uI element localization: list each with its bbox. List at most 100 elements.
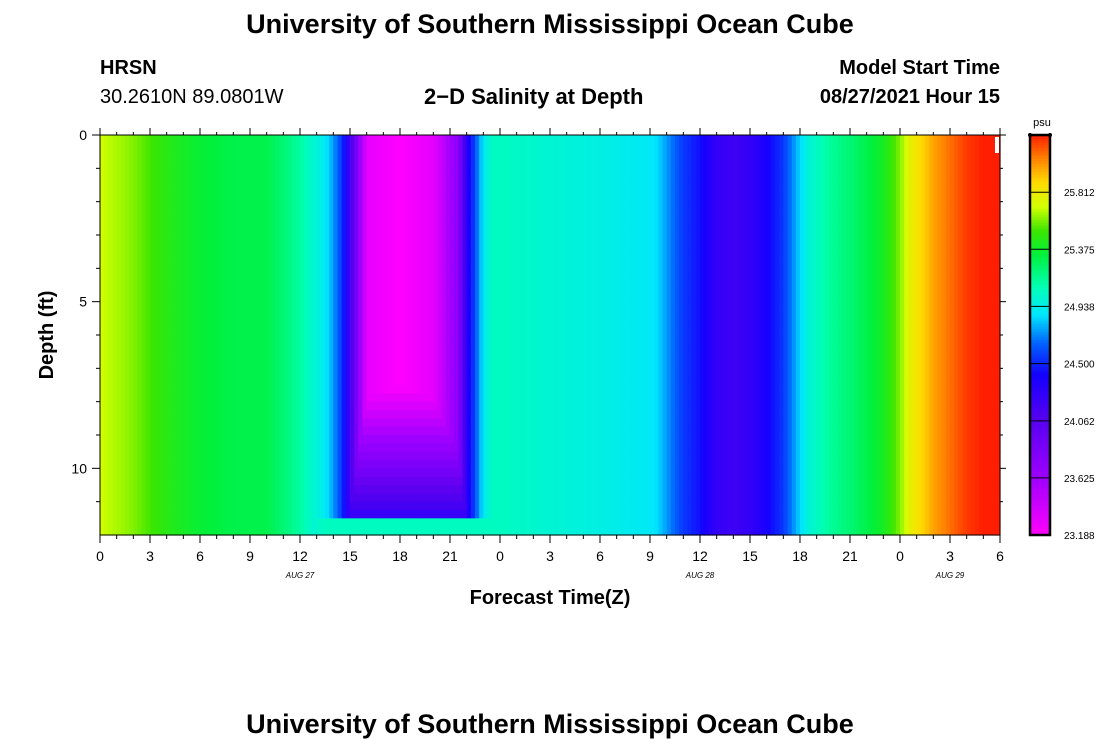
heatmap-cell: [108, 451, 114, 461]
heatmap-cell: [500, 493, 505, 503]
heatmap-cell: [125, 310, 130, 319]
heatmap-cell: [275, 168, 280, 178]
heatmap-cell: [212, 410, 218, 419]
heatmap-cell: [425, 251, 430, 261]
heatmap-cell: [458, 193, 464, 203]
heatmap-cell: [141, 518, 147, 528]
heatmap-cell: [354, 318, 359, 328]
heatmap-cell: [137, 510, 143, 519]
heatmap-cell: [187, 268, 193, 278]
heatmap-cell: [395, 476, 401, 486]
heatmap-cell: [295, 460, 301, 469]
heatmap-cell: [287, 335, 293, 344]
heatmap-cell: [483, 401, 489, 411]
heatmap-cell: [166, 360, 172, 369]
heatmap-cell: [129, 493, 134, 503]
heatmap-cell: [250, 418, 255, 428]
heatmap-cell: [333, 418, 339, 428]
heatmap-cell: [158, 510, 164, 519]
heatmap-cell: [291, 351, 297, 361]
heatmap-cell: [275, 460, 280, 469]
heatmap-cell: [354, 226, 359, 236]
heatmap-cell: [204, 518, 209, 528]
heatmap-cell: [291, 476, 297, 486]
heatmap-cell: [475, 526, 480, 536]
heatmap-cell: [108, 251, 114, 261]
heatmap-cell: [208, 185, 214, 194]
heatmap-cell: [445, 285, 451, 294]
heatmap-cell: [287, 351, 293, 361]
heatmap-cell: [491, 368, 497, 378]
heatmap-cell: [445, 335, 451, 344]
heatmap-cell: [241, 143, 247, 153]
heatmap-cell: [516, 293, 522, 303]
heatmap-cell: [437, 385, 443, 394]
heatmap-cell: [216, 293, 222, 303]
heatmap-cell: [229, 243, 234, 253]
heatmap-cell: [120, 443, 126, 453]
heatmap-cell: [462, 160, 468, 169]
heatmap-cell: [425, 151, 430, 161]
heatmap-cell: [225, 526, 230, 536]
heatmap-cell: [308, 185, 314, 194]
heatmap-cell: [150, 443, 155, 453]
heatmap-cell: [425, 460, 430, 469]
heatmap-cell: [483, 418, 489, 428]
heatmap-cell: [350, 401, 355, 411]
heatmap-cell: [425, 301, 430, 311]
heatmap-cell: [383, 335, 389, 344]
heatmap-cell: [479, 476, 484, 486]
heatmap-cell: [112, 310, 118, 319]
heatmap-cell: [125, 260, 130, 269]
heatmap-cell: [458, 168, 464, 178]
heatmap-cell: [100, 135, 105, 144]
heatmap-cell: [245, 176, 251, 186]
heatmap-cell: [208, 160, 214, 169]
heatmap-cell: [404, 135, 409, 144]
heatmap-cell: [350, 285, 355, 294]
heatmap-cell: [275, 185, 280, 194]
heatmap-cell: [187, 360, 193, 369]
heatmap-cell: [325, 343, 330, 353]
heatmap-cell: [150, 235, 155, 244]
heatmap-cell: [379, 360, 384, 369]
heatmap-cell: [495, 485, 501, 494]
heatmap-cell: [229, 518, 234, 528]
heatmap-cell: [491, 293, 497, 303]
heatmap-cell: [283, 351, 289, 361]
heatmap-cell: [529, 235, 534, 244]
heatmap-cell: [275, 476, 280, 486]
heatmap-cell: [200, 518, 205, 528]
heatmap-cell: [104, 276, 109, 286]
heatmap-cell: [333, 293, 339, 303]
heatmap-cell: [316, 368, 322, 378]
heatmap-cell: [133, 160, 139, 169]
heatmap-cell: [316, 510, 322, 519]
heatmap-cell: [450, 443, 455, 453]
heatmap-cell: [120, 185, 126, 194]
heatmap-cell: [200, 426, 205, 436]
heatmap-cell: [212, 360, 218, 369]
heatmap-cell: [370, 201, 376, 211]
heatmap-cell: [312, 268, 318, 278]
heatmap-cell: [437, 526, 443, 536]
heatmap-cell: [504, 318, 509, 328]
heatmap-cell: [100, 360, 105, 369]
heatmap-cell: [387, 510, 393, 519]
heatmap-cell: [270, 160, 276, 169]
heatmap-cell: [362, 293, 368, 303]
heatmap-cell: [350, 160, 355, 169]
heatmap-cell: [520, 193, 526, 203]
heatmap-cell: [475, 510, 480, 519]
heatmap-cell: [441, 501, 447, 511]
heatmap-cell: [291, 251, 297, 261]
heatmap-cell: [187, 410, 193, 419]
heatmap-cell: [308, 351, 314, 361]
heatmap-cell: [195, 401, 201, 411]
heatmap-cell: [162, 235, 168, 244]
heatmap-cell: [162, 185, 168, 194]
heatmap-cell: [366, 401, 372, 411]
heatmap-cell: [441, 343, 447, 353]
heatmap-cell: [175, 226, 180, 236]
heatmap-cell: [304, 218, 309, 228]
